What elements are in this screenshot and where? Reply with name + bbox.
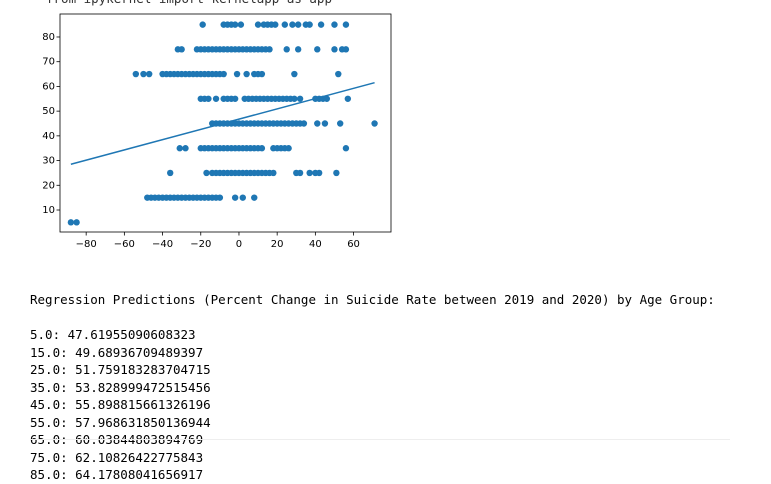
scatter-point bbox=[199, 21, 206, 28]
scatter-point bbox=[220, 70, 227, 78]
scatter-point bbox=[342, 145, 350, 152]
y-tick-label: 30 bbox=[42, 156, 55, 167]
scatter-point bbox=[254, 21, 262, 28]
scatter-point bbox=[212, 95, 220, 102]
scatter-point bbox=[258, 70, 266, 78]
y-tick-label: 10 bbox=[42, 205, 55, 216]
scatter-point bbox=[281, 21, 289, 28]
output-line: 5.0: 47.61955090608323 bbox=[30, 327, 196, 342]
x-tick-label: −80 bbox=[76, 239, 97, 250]
scatter-point bbox=[272, 21, 279, 28]
x-tick-label: 0 bbox=[236, 239, 242, 250]
y-tick-label: 80 bbox=[42, 32, 55, 43]
x-tick-label: −20 bbox=[190, 239, 211, 250]
scatter-point bbox=[294, 46, 302, 53]
x-tick-label: 60 bbox=[347, 239, 360, 250]
scatter-point bbox=[306, 169, 313, 177]
scatter-point bbox=[291, 95, 298, 102]
output-header: Regression Predictions (Percent Change i… bbox=[30, 292, 715, 307]
x-tick-label: −60 bbox=[114, 239, 135, 250]
scatter-point bbox=[333, 169, 340, 177]
scatter-point bbox=[73, 219, 80, 226]
output-line: 45.0: 55.898815661326196 bbox=[30, 397, 211, 412]
scatter-point bbox=[296, 95, 304, 102]
scatter-point bbox=[140, 70, 147, 78]
scatter-point bbox=[344, 95, 352, 102]
chart: −80 −60 −40 −20 0 20 40 60 10 20 30 40 50 60 70 80 bbox=[42, 13, 392, 250]
scatter-point bbox=[132, 70, 140, 78]
x-tick-label: 40 bbox=[309, 239, 322, 250]
scatter-point bbox=[266, 46, 273, 53]
scatter-point bbox=[289, 21, 296, 28]
scatter-point bbox=[258, 145, 266, 152]
scatter-point bbox=[270, 169, 277, 177]
scatter-point bbox=[205, 95, 212, 102]
scatter-point bbox=[216, 194, 224, 201]
scatter-point bbox=[145, 70, 153, 78]
output-line: 75.0: 62.10826422775843 bbox=[30, 449, 204, 465]
scatter-point bbox=[336, 120, 344, 127]
scatter-point bbox=[291, 70, 298, 78]
y-tick-label: 40 bbox=[42, 131, 55, 142]
scatter-point bbox=[251, 194, 258, 201]
y-tick-label: 50 bbox=[42, 106, 55, 117]
scatter-point bbox=[182, 145, 189, 152]
scatter-point bbox=[300, 120, 308, 127]
scatter-point bbox=[231, 95, 239, 102]
scatter-point bbox=[239, 194, 246, 201]
y-tick-label: 60 bbox=[42, 81, 55, 92]
y-tick-label: 70 bbox=[42, 57, 55, 68]
output-line: 25.0: 51.759183283704715 bbox=[30, 362, 211, 377]
scatter-point bbox=[243, 70, 250, 78]
scatter-point bbox=[167, 169, 174, 177]
scatter-point bbox=[176, 145, 183, 152]
plot-frame bbox=[59, 13, 392, 233]
code-line: from ipykernel import kernelapp as app bbox=[46, 0, 332, 6]
divider bbox=[30, 439, 730, 440]
scatter-point bbox=[203, 169, 210, 177]
scatter-point bbox=[331, 46, 338, 53]
scatter-point bbox=[321, 120, 329, 127]
scatter-point bbox=[283, 46, 290, 53]
scatter-point bbox=[67, 219, 75, 226]
scatter-point bbox=[342, 46, 350, 53]
scatter-point bbox=[371, 120, 378, 127]
scatter-point bbox=[317, 21, 325, 28]
x-tick-label: 20 bbox=[271, 239, 284, 250]
scatter-point bbox=[314, 46, 321, 53]
output-line: 55.0: 57.968631850136944 bbox=[30, 414, 211, 430]
regression-line bbox=[70, 81, 375, 166]
scatter-point bbox=[315, 169, 323, 177]
output-line: 15.0: 49.68936709489397 bbox=[30, 344, 204, 360]
scatter-point bbox=[233, 70, 241, 78]
y-tick-label: 20 bbox=[42, 180, 55, 191]
text-output: Regression Predictions (Percent Change i… bbox=[30, 256, 715, 484]
output-line: 85.0: 64.17808041656917 bbox=[30, 467, 204, 482]
scatter-point bbox=[231, 21, 239, 28]
output-line: 35.0: 53.828999472515456 bbox=[30, 379, 211, 395]
scatter-point bbox=[342, 21, 350, 28]
scatter-point bbox=[335, 70, 342, 78]
notebook-output: from ipykernel import kernelapp as app −… bbox=[30, 0, 730, 482]
scatter-point bbox=[323, 95, 331, 102]
scatter-point bbox=[294, 21, 302, 28]
scatter-point bbox=[296, 169, 304, 177]
scatter-point bbox=[237, 21, 245, 28]
x-tick-label: −40 bbox=[152, 239, 173, 250]
scatter-point bbox=[306, 21, 313, 28]
scatter-point bbox=[314, 120, 321, 127]
scatter-point bbox=[231, 194, 239, 201]
scatter-point bbox=[285, 145, 292, 152]
scatter-point bbox=[178, 46, 185, 53]
scatter-point bbox=[331, 21, 338, 28]
